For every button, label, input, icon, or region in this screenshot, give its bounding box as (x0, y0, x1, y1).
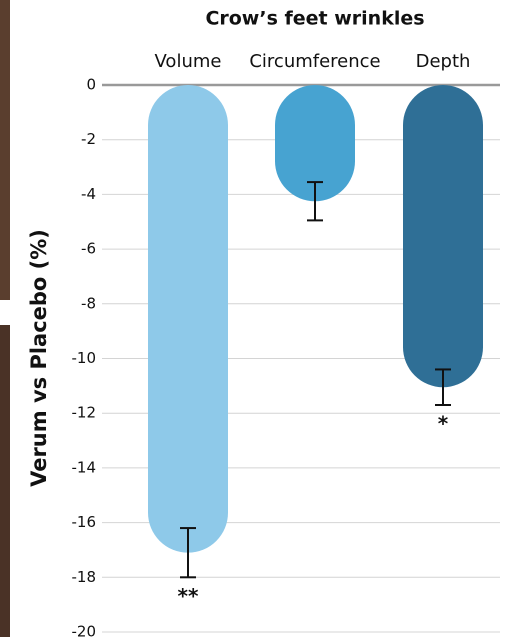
chart-title: Crow’s feet wrinkles (205, 8, 424, 30)
y-tick-label: -18 (72, 568, 97, 586)
x-tick-label: Volume (155, 51, 222, 72)
significance-label: ** (178, 584, 199, 608)
bar (275, 85, 355, 202)
bar (403, 85, 483, 388)
bar (148, 85, 228, 553)
y-tick-label: -6 (81, 240, 96, 258)
y-tick-label: -8 (81, 294, 96, 312)
y-tick-label: -10 (72, 349, 97, 367)
y-axis-label: Verum vs Placebo (%) (27, 229, 51, 487)
y-tick-label: -2 (81, 130, 96, 148)
x-tick-label: Depth (416, 51, 471, 72)
background-photo-strip (0, 0, 10, 300)
y-tick-label: -4 (81, 185, 96, 203)
significance-label: * (438, 411, 449, 435)
y-tick-label: -12 (72, 404, 97, 422)
background-photo-strip (0, 325, 10, 637)
y-tick-label: 0 (86, 76, 96, 94)
y-tick-label: -16 (72, 513, 97, 531)
y-tick-label: -14 (72, 458, 97, 476)
y-tick-label: -20 (72, 623, 97, 637)
x-tick-label: Circumference (249, 51, 380, 72)
